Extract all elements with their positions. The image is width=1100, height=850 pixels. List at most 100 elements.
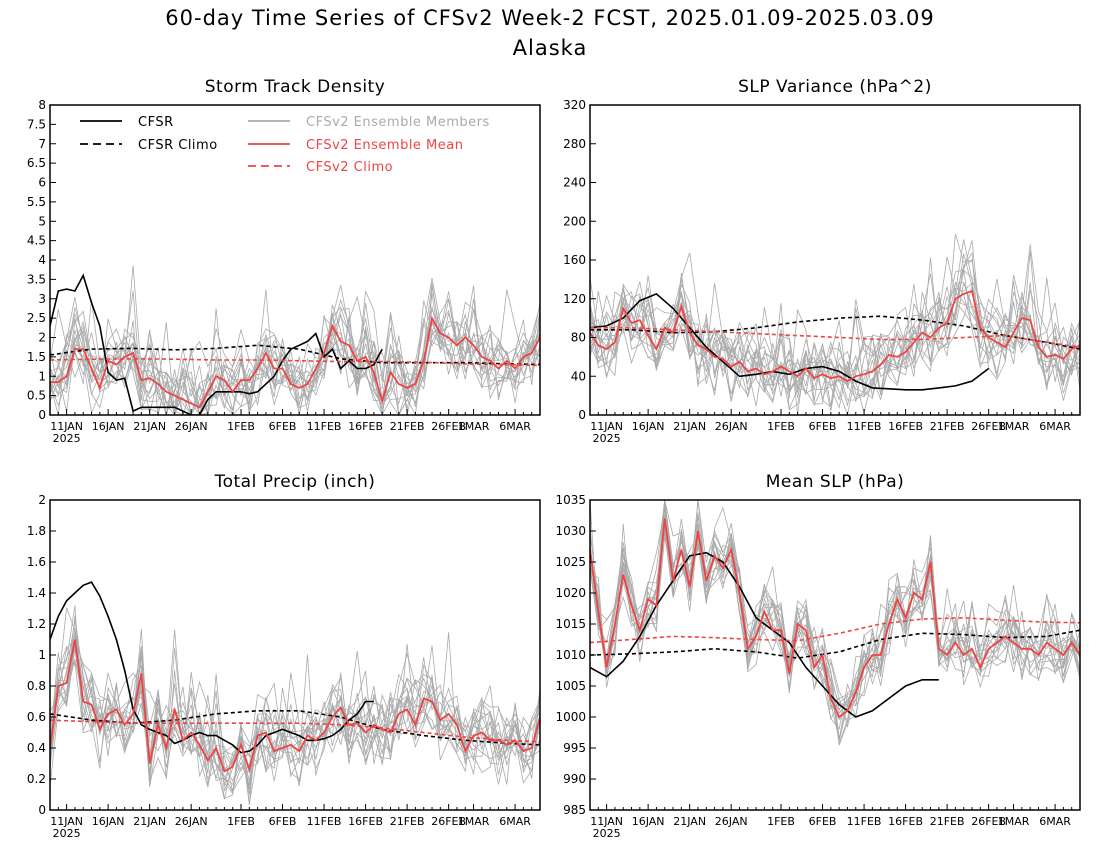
x-tick-label: 11FEB — [307, 815, 342, 828]
y-tick-label: 1.5 — [27, 350, 46, 364]
panel-4: Mean SLP (hPa) 985 990 995 1000 1005 1010 1015 1… — [555, 472, 1081, 840]
y-tick-label: 160 — [563, 253, 586, 267]
legend-cfsr-label: CFSR — [138, 115, 174, 130]
ensemble-member-line — [590, 240, 1080, 407]
x-year-label: 2025 — [53, 827, 81, 840]
cfsr-climo-line — [590, 315, 1080, 350]
ensemble-mean-line — [50, 315, 540, 409]
x-tick-label: 1FEB — [767, 815, 795, 828]
panel-title: Mean SLP (hPa) — [766, 472, 905, 492]
panel-3: Total Precip (inch) 0 0.2 0.4 0.6 0.8 1 1.2 1.4 1… — [27, 472, 541, 840]
x-tick-label: 26FEB — [971, 815, 1006, 828]
y-tick-label: 1020 — [555, 586, 586, 600]
y-tick-label: 7.5 — [27, 117, 46, 131]
cfsr-line — [50, 581, 374, 754]
y-tick-label: 5 — [38, 214, 46, 228]
x-tick-label: 1MAR — [458, 815, 490, 828]
plot-area — [590, 233, 1080, 415]
plot-area — [590, 500, 1080, 746]
x-tick-label: 1MAR — [998, 815, 1030, 828]
ensemble-member-line — [590, 282, 1080, 415]
cfsr-climo-line — [50, 344, 540, 366]
x-year-label: 2025 — [593, 827, 621, 840]
cfsv2-climo-line — [50, 357, 540, 367]
x-tick-label: 6MAR — [499, 815, 531, 828]
y-tick-label: 1 — [38, 648, 46, 662]
ensemble-member-line — [590, 257, 1080, 402]
y-tick-label: 985 — [563, 803, 586, 817]
ensemble-mean-line — [590, 289, 1080, 383]
ensemble-member-line — [50, 285, 540, 415]
y-tick-label: 7 — [38, 137, 46, 151]
page-subtitle: Alaska — [512, 36, 588, 60]
ensemble-member-line — [50, 282, 540, 415]
ensemble-member-line — [50, 634, 540, 785]
y-tick-label: 0 — [38, 408, 46, 422]
ensemble-member-line — [590, 526, 1080, 730]
cfsr-line — [590, 551, 939, 718]
ensemble-member-line — [50, 628, 540, 794]
panel-title: SLP Variance (hPa^2) — [738, 77, 932, 97]
x-tick-label: 16FEB — [888, 815, 923, 828]
cfsr-line — [50, 273, 383, 415]
x-tick-label: 16JAN — [632, 815, 665, 828]
x-tick-label: 11JAN — [50, 815, 83, 828]
x-tick-label: 11FEB — [847, 420, 882, 433]
cfsr-line — [590, 292, 990, 391]
x-tick-label: 6MAR — [499, 420, 531, 433]
x-tick-label: 21FEB — [930, 815, 965, 828]
x-tick-label: 16FEB — [888, 420, 923, 433]
ensemble-member-line — [50, 639, 540, 805]
legend-members-label: CFSv2 Ensemble Members — [306, 115, 490, 130]
y-tick-label: 8 — [38, 98, 46, 112]
ensemble-member-line — [50, 627, 540, 800]
x-year-label: 2025 — [53, 432, 81, 445]
x-tick-label: 6FEB — [269, 420, 297, 433]
cfsv2-climo-line — [590, 616, 1080, 644]
y-tick-label: 1010 — [555, 648, 586, 662]
x-tick-label: 11JAN — [50, 420, 83, 433]
y-tick-label: 240 — [563, 176, 586, 190]
y-tick-label: 1005 — [555, 679, 586, 693]
x-tick-label: 6MAR — [1039, 420, 1071, 433]
ensemble-member-line — [50, 605, 540, 805]
y-tick-label: 1.4 — [27, 586, 46, 600]
y-tick-label: 120 — [563, 292, 586, 306]
y-tick-label: 1.6 — [27, 555, 46, 569]
x-tick-label: 6FEB — [809, 815, 837, 828]
x-tick-label: 1FEB — [227, 815, 255, 828]
y-tick-label: 6.5 — [27, 156, 46, 170]
legend-cfsr-climo-label: CFSR Climo — [138, 138, 218, 153]
y-tick-label: 0.4 — [27, 741, 46, 755]
ensemble-member-line — [50, 638, 540, 792]
ensemble-member-line — [590, 251, 1080, 415]
cfsv2-climo-line — [50, 719, 540, 743]
x-tick-label: 21JAN — [133, 420, 166, 433]
x-tick-label: 11JAN — [590, 815, 623, 828]
x-tick-label: 21JAN — [673, 815, 706, 828]
x-tick-label: 6FEB — [269, 815, 297, 828]
y-tick-label: 1 — [38, 369, 46, 383]
y-tick-label: 1.2 — [27, 617, 46, 631]
ensemble-member-line — [590, 239, 1080, 398]
plot-area — [50, 581, 540, 805]
y-tick-label: 280 — [563, 137, 586, 151]
y-tick-label: 40 — [571, 369, 586, 383]
panel-title: Storm Track Density — [205, 77, 386, 97]
y-tick-label: 1025 — [555, 555, 586, 569]
ensemble-member-line — [590, 269, 1080, 407]
y-tick-label: 995 — [563, 741, 586, 755]
x-tick-label: 16JAN — [92, 815, 125, 828]
x-tick-label: 26JAN — [175, 815, 208, 828]
y-tick-label: 2.5 — [27, 311, 46, 325]
y-tick-label: 80 — [571, 331, 586, 345]
x-tick-label: 6MAR — [1039, 815, 1071, 828]
x-tick-label: 1MAR — [458, 420, 490, 433]
ensemble-mean-line — [50, 639, 540, 773]
x-tick-label: 26JAN — [715, 420, 748, 433]
x-tick-label: 11JAN — [590, 420, 623, 433]
x-tick-label: 21JAN — [673, 420, 706, 433]
x-tick-label: 6FEB — [809, 420, 837, 433]
y-tick-label: 0.5 — [27, 389, 46, 403]
y-tick-label: 0.2 — [27, 772, 46, 786]
